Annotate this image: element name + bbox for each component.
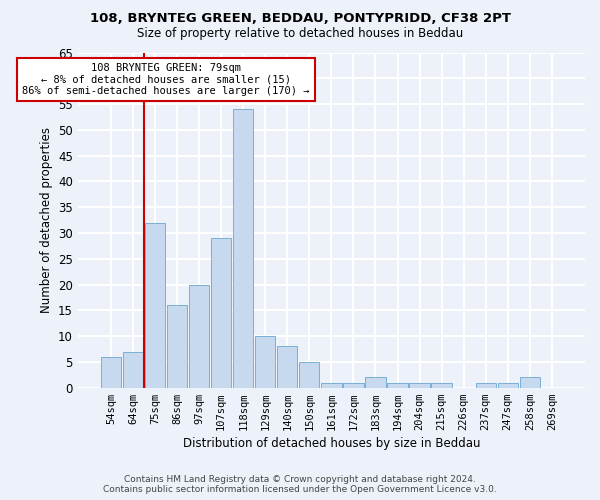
Bar xyxy=(409,382,430,388)
Bar xyxy=(167,305,187,388)
Bar xyxy=(145,222,165,388)
Bar xyxy=(431,382,452,388)
Bar xyxy=(255,336,275,388)
Bar xyxy=(277,346,298,388)
Text: 108, BRYNTEG GREEN, BEDDAU, PONTYPRIDD, CF38 2PT: 108, BRYNTEG GREEN, BEDDAU, PONTYPRIDD, … xyxy=(89,12,511,26)
Bar xyxy=(101,357,121,388)
Y-axis label: Number of detached properties: Number of detached properties xyxy=(40,127,53,313)
Bar xyxy=(211,238,232,388)
Bar xyxy=(233,109,253,388)
Bar xyxy=(343,382,364,388)
Text: 108 BRYNTEG GREEN: 79sqm
← 8% of detached houses are smaller (15)
86% of semi-de: 108 BRYNTEG GREEN: 79sqm ← 8% of detache… xyxy=(22,63,310,96)
Bar xyxy=(476,382,496,388)
Bar xyxy=(299,362,319,388)
Text: Size of property relative to detached houses in Beddau: Size of property relative to detached ho… xyxy=(137,28,463,40)
X-axis label: Distribution of detached houses by size in Beddau: Distribution of detached houses by size … xyxy=(182,437,480,450)
Bar xyxy=(189,284,209,388)
Bar xyxy=(123,352,143,388)
Text: Contains HM Land Registry data © Crown copyright and database right 2024.
Contai: Contains HM Land Registry data © Crown c… xyxy=(103,474,497,494)
Bar xyxy=(388,382,407,388)
Bar xyxy=(520,378,540,388)
Bar xyxy=(497,382,518,388)
Bar xyxy=(321,382,341,388)
Bar xyxy=(365,378,386,388)
